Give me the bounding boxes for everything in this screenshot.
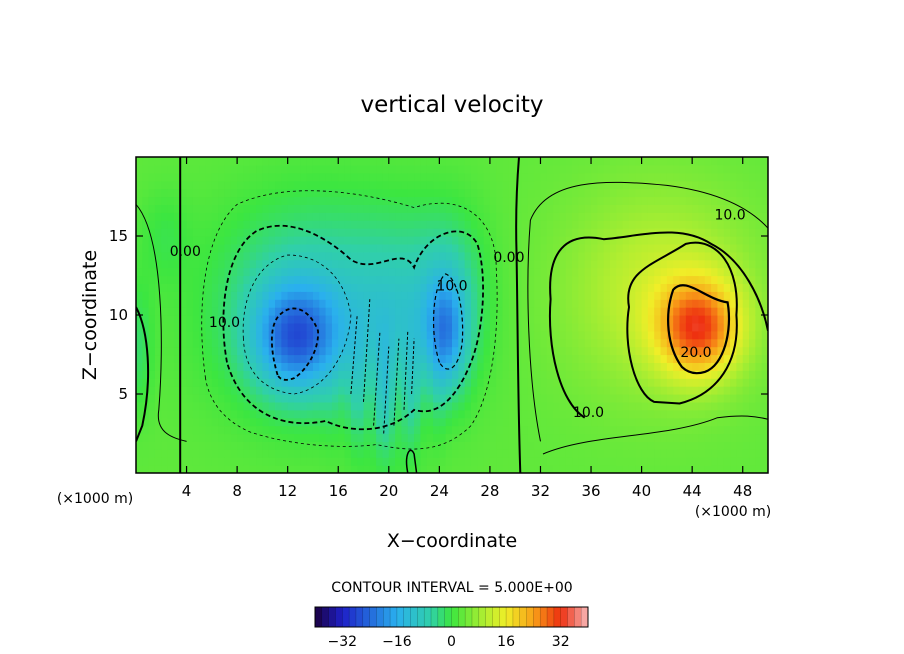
y-tick-label: 15 — [109, 227, 128, 245]
colorbar-step — [349, 607, 357, 627]
x-tick-label: 8 — [232, 482, 242, 500]
x-tick-label: 40 — [632, 482, 651, 500]
colorbar-tick-label: 0 — [447, 634, 456, 650]
contour-line-8 — [667, 284, 731, 375]
colorbar-step — [567, 607, 575, 627]
x-tick-label: 44 — [683, 482, 702, 500]
colorbar-step — [574, 607, 582, 627]
colorbar-step — [328, 607, 336, 627]
contour-line-10 — [222, 224, 484, 431]
contour-line-7 — [542, 415, 768, 455]
x-tick-label: 16 — [329, 482, 348, 500]
contour-line-13 — [432, 273, 464, 370]
colorbar-step — [519, 607, 527, 627]
contour-label: 0.00 — [493, 250, 524, 266]
colorbar-tick-label: −16 — [382, 634, 412, 650]
colorbar-step — [410, 607, 418, 627]
contour-label: 10.0 — [209, 315, 240, 331]
colorbar-step — [437, 607, 446, 627]
chart-title: vertical velocity — [361, 92, 544, 118]
colorbar-step — [465, 607, 473, 627]
contour-line-11 — [201, 190, 498, 450]
colorbar-step — [355, 607, 364, 627]
velocity-field — [136, 157, 768, 473]
colorbar-step — [390, 607, 398, 627]
contour-label: 0.00 — [170, 244, 201, 260]
x-unit-left: (×1000 m) — [57, 491, 133, 507]
x-tick-label: 32 — [531, 482, 550, 500]
contour-line-4 — [626, 241, 738, 405]
x-tick-label: 36 — [581, 482, 600, 500]
contour-line-14 — [350, 299, 415, 434]
colorbar-step — [396, 607, 405, 627]
colorbar-step — [362, 607, 370, 627]
x-unit-right: (×1000 m) — [695, 504, 771, 520]
x-axis: 4 8 12 16 20 24 28 32 36 40 44 48 — [182, 157, 752, 500]
colorbar-tick-label: 32 — [552, 634, 570, 650]
colorbar-step — [526, 607, 534, 627]
contour-label: 10.0 — [715, 208, 746, 224]
contour-label: 10.0 — [573, 405, 604, 421]
x-tick-label: 48 — [733, 482, 752, 500]
colorbar-tick-label: 16 — [497, 634, 515, 650]
colorbar-step — [321, 607, 330, 627]
colorbar-step — [383, 607, 391, 627]
colorbar-steps — [314, 606, 589, 628]
contour-line-12 — [242, 254, 352, 395]
colorbar-step — [315, 607, 323, 627]
colorbar-step — [581, 607, 589, 627]
colorbar-step — [451, 607, 459, 627]
contour-label: 20.0 — [680, 345, 711, 361]
x-tick-label: 28 — [480, 482, 499, 500]
colorbar-step — [369, 607, 377, 627]
contour-interval-note: CONTOUR INTERVAL = 5.000E+00 — [331, 580, 572, 596]
colorbar-step — [417, 607, 425, 627]
contour-line-1 — [515, 157, 522, 473]
colorbar-step — [547, 607, 555, 627]
colorbar-step — [560, 607, 568, 627]
colorbar-step — [540, 607, 548, 627]
y-axis-label: Z−coordinate — [79, 250, 101, 380]
colorbar-ticks: −32 −16 0 16 32 — [328, 634, 570, 650]
colorbar-tick-label: −32 — [328, 634, 358, 650]
colorbar-step — [506, 607, 514, 627]
contour-lines — [136, 157, 768, 473]
contour-line-2 — [136, 306, 150, 442]
x-axis-label: X−coordinate — [387, 530, 517, 552]
colorbar-step — [478, 607, 487, 627]
x-tick-label: 24 — [430, 482, 449, 500]
colorbar-step — [444, 607, 452, 627]
colorbar-step — [335, 607, 343, 627]
y-axis: 5 10 15 — [109, 227, 768, 403]
x-tick-label: 20 — [379, 482, 398, 500]
y-tick-label: 5 — [118, 385, 128, 403]
x-tick-label: 4 — [182, 482, 192, 500]
colorbar-step — [458, 607, 466, 627]
colorbar-step — [431, 607, 439, 627]
colorbar-step — [485, 607, 493, 627]
colorbar-step — [471, 607, 480, 627]
colorbar-step — [376, 607, 384, 627]
contour-labels: 0.00 0.00 10.0 10.0 10.0 10.0 20.0 — [170, 208, 746, 422]
contour-line-15 — [405, 449, 418, 473]
contour-line-5 — [548, 231, 768, 419]
contour-line-6 — [527, 181, 768, 442]
colorbar-step — [403, 607, 411, 627]
colorbar-step — [512, 607, 521, 627]
y-tick-label: 10 — [109, 306, 128, 324]
colorbar-step — [533, 607, 541, 627]
x-tick-label: 12 — [278, 482, 297, 500]
colorbar-step — [492, 607, 500, 627]
colorbar-step — [342, 607, 350, 627]
colorbar-step — [424, 607, 432, 627]
colorbar-step — [553, 607, 562, 627]
colorbar-step — [499, 607, 507, 627]
contour-line-9 — [270, 307, 319, 381]
contour-line-3 — [136, 204, 187, 442]
contour-label: 10.0 — [436, 279, 467, 295]
